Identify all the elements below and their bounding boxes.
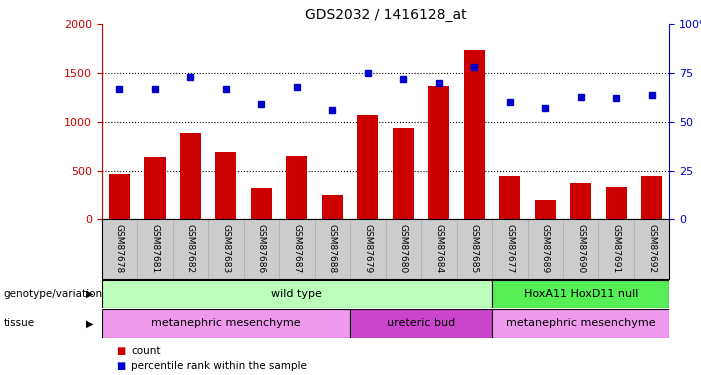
Text: tissue: tissue [4, 318, 34, 328]
Bar [641, 176, 662, 219]
Bar [357, 115, 379, 219]
Text: GSM87678: GSM87678 [115, 224, 124, 273]
Bar [215, 152, 236, 219]
Bar [251, 188, 272, 219]
Text: metanephric mesenchyme: metanephric mesenchyme [151, 318, 301, 328]
Text: percentile rank within the sample: percentile rank within the sample [131, 361, 307, 370]
Bar [144, 157, 165, 219]
Bar [102, 309, 350, 338]
Text: GSM87689: GSM87689 [540, 224, 550, 273]
Bar [428, 86, 449, 219]
Text: ■: ■ [116, 361, 125, 370]
Text: GSM87687: GSM87687 [292, 224, 301, 273]
Text: ■: ■ [116, 346, 125, 355]
Text: count: count [131, 346, 161, 355]
Bar [492, 309, 669, 338]
Bar [535, 200, 556, 219]
Bar [322, 195, 343, 219]
Text: GSM87690: GSM87690 [576, 224, 585, 273]
Bar [492, 280, 669, 308]
Text: GSM87677: GSM87677 [505, 224, 515, 273]
Text: GSM87686: GSM87686 [257, 224, 266, 273]
Bar [606, 187, 627, 219]
Text: wild type: wild type [271, 289, 322, 299]
Text: GSM87684: GSM87684 [435, 224, 443, 273]
Text: ureteric bud: ureteric bud [387, 318, 455, 328]
Bar [499, 176, 520, 219]
Text: ▶: ▶ [86, 289, 93, 299]
Bar [102, 280, 492, 308]
Text: GSM87679: GSM87679 [363, 224, 372, 273]
Text: GSM87691: GSM87691 [612, 224, 620, 273]
Text: GSM87683: GSM87683 [222, 224, 231, 273]
Text: ▶: ▶ [86, 318, 93, 328]
Bar [286, 156, 308, 219]
Bar [463, 50, 485, 219]
Text: GSM87692: GSM87692 [647, 224, 656, 273]
Title: GDS2032 / 1416128_at: GDS2032 / 1416128_at [305, 8, 466, 22]
Text: GSM87681: GSM87681 [151, 224, 159, 273]
Bar [350, 309, 492, 338]
Bar [570, 183, 592, 219]
Bar [393, 128, 414, 219]
Text: GSM87685: GSM87685 [470, 224, 479, 273]
Text: GSM87688: GSM87688 [328, 224, 336, 273]
Text: HoxA11 HoxD11 null: HoxA11 HoxD11 null [524, 289, 638, 299]
Text: GSM87682: GSM87682 [186, 224, 195, 273]
Bar [109, 174, 130, 219]
Bar [179, 133, 201, 219]
Text: metanephric mesenchyme: metanephric mesenchyme [506, 318, 655, 328]
Text: genotype/variation: genotype/variation [4, 289, 102, 299]
Text: GSM87680: GSM87680 [399, 224, 408, 273]
